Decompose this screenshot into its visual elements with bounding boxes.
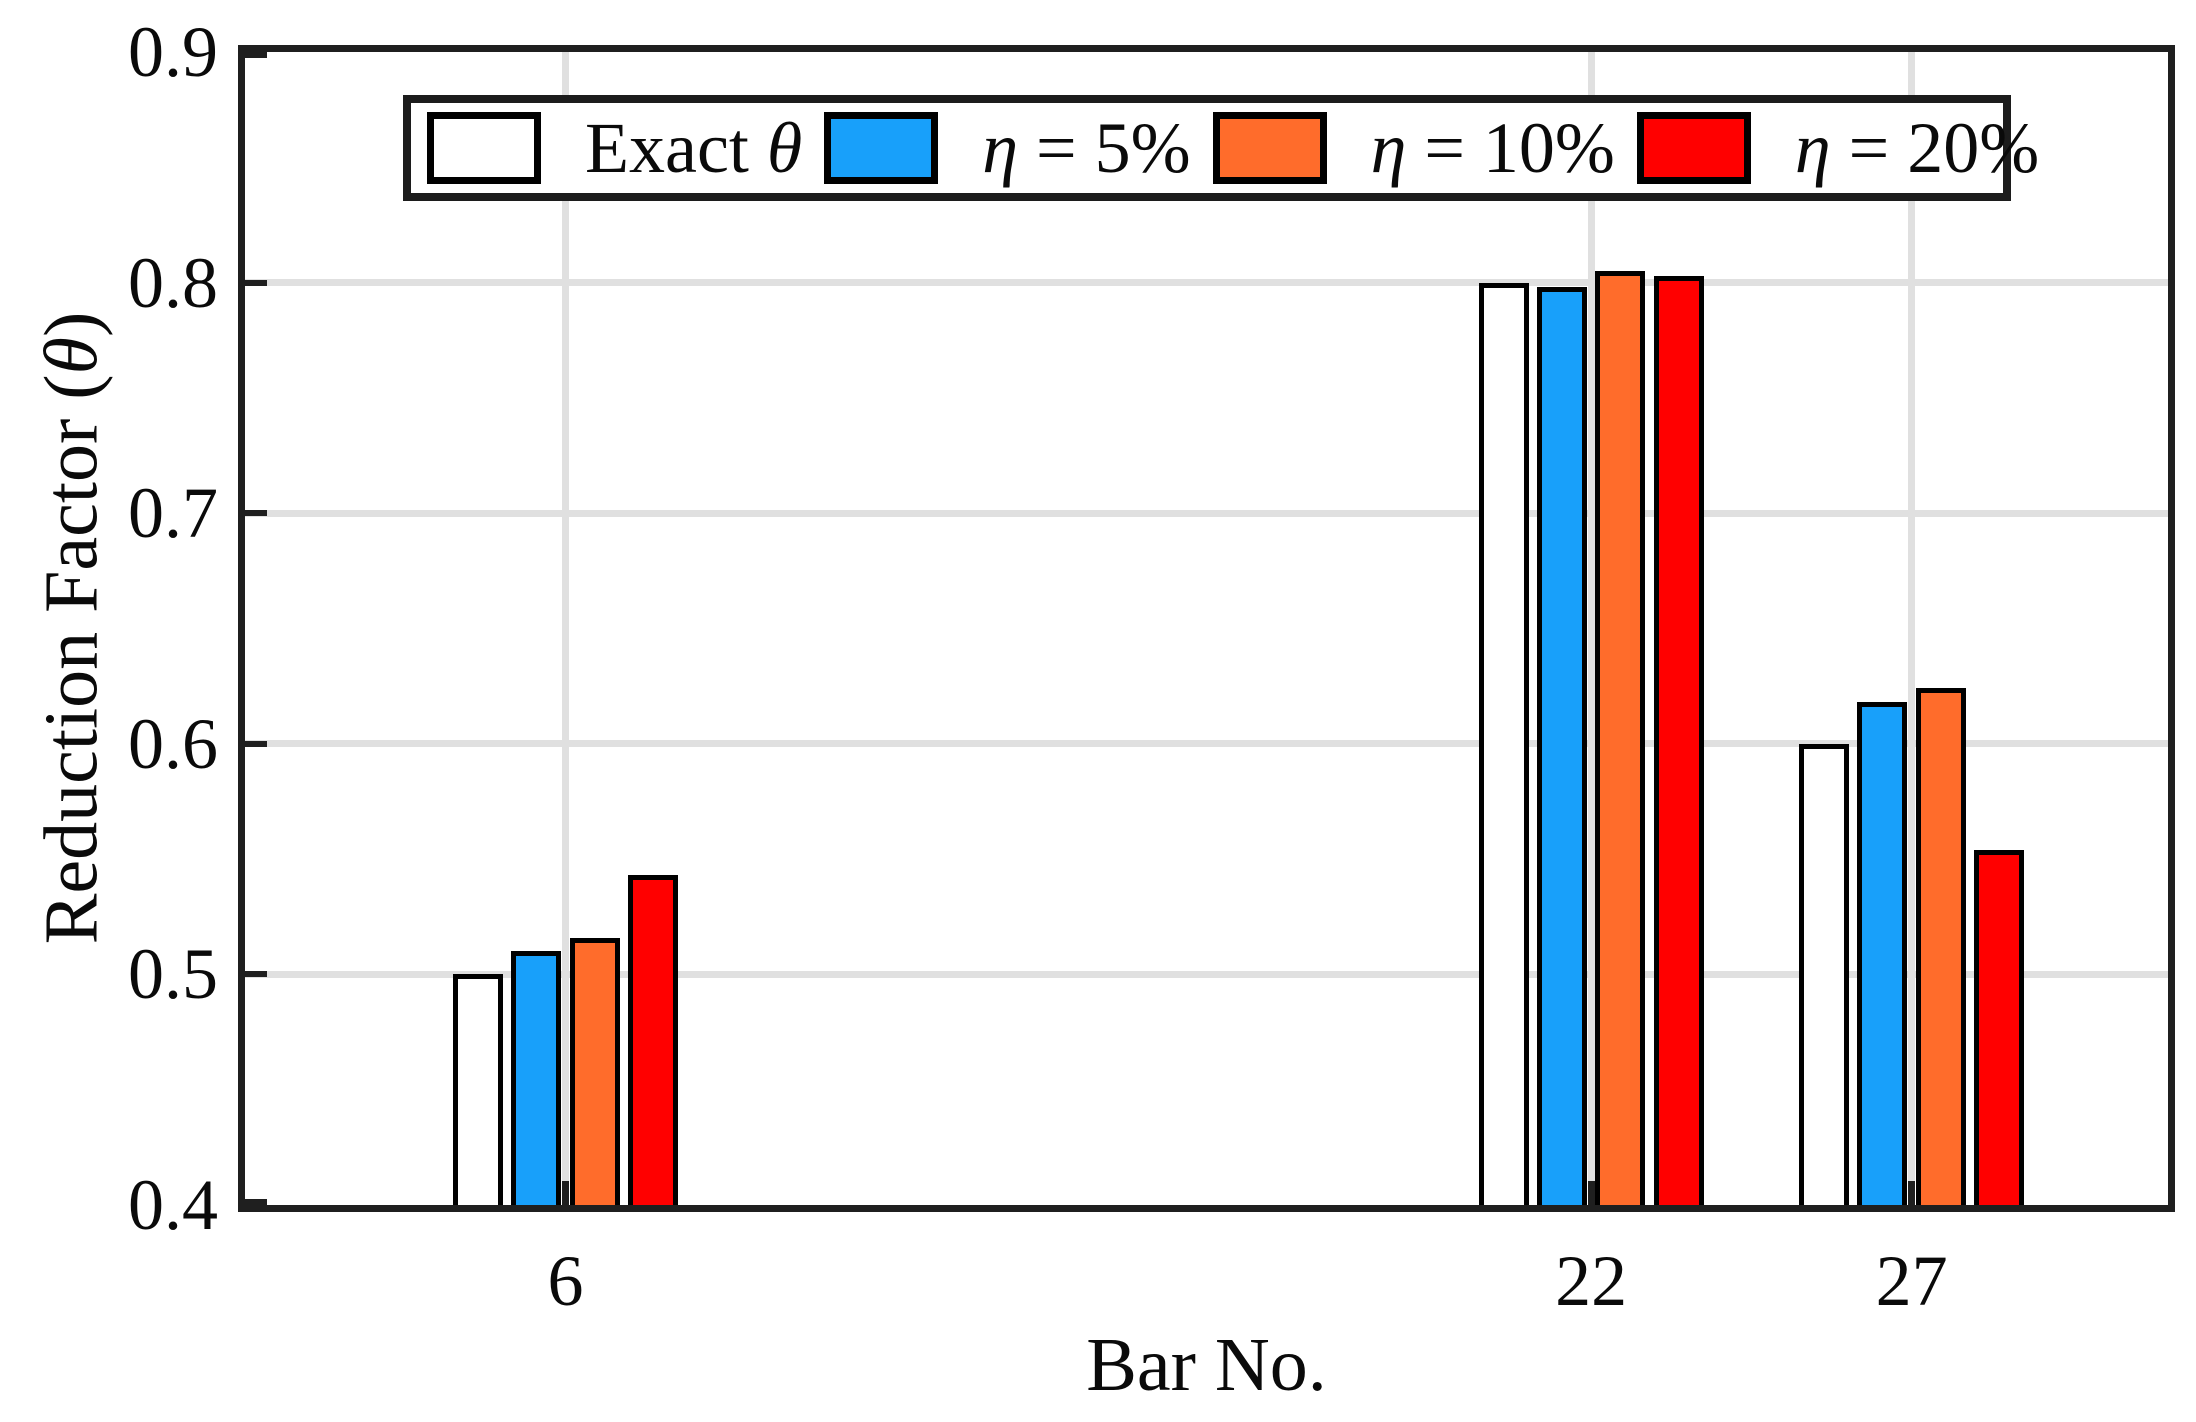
bar (453, 974, 503, 1205)
y-tick-mark (245, 510, 267, 517)
gridline-vertical (1587, 52, 1595, 1205)
bar (1857, 702, 1908, 1205)
legend-label-symbol: η (1370, 108, 1407, 188)
legend-label-symbol: η (982, 108, 1018, 188)
bar (1653, 275, 1704, 1205)
legend-item: Exact θ (427, 106, 802, 190)
bar (1536, 287, 1587, 1205)
bar (1974, 849, 2025, 1205)
bar (628, 875, 678, 1205)
bar (511, 951, 562, 1205)
y-tick-label: 0.4 (128, 1165, 218, 1245)
y-tick-mark (245, 971, 267, 978)
bar (569, 937, 620, 1205)
bar (1478, 282, 1529, 1205)
plot-area (238, 45, 2175, 1212)
legend-label-text: = 20% (1830, 108, 2040, 188)
legend-swatch (1212, 112, 1327, 184)
legend-item: η = 20% (1636, 106, 2039, 190)
legend-label-symbol: θ (766, 108, 803, 188)
legend-swatch (427, 112, 541, 184)
y-tick-label: 0.5 (128, 934, 218, 1015)
gridline-horizontal (245, 509, 2168, 517)
gridline-vertical (1908, 52, 1916, 1205)
x-tick-label: 22 (1555, 1241, 1628, 1321)
x-tick-label: 27 (1875, 1241, 1948, 1321)
legend-label-symbol: η (1794, 108, 1831, 188)
legend-item: η = 5% (824, 106, 1191, 190)
y-tick-label: 0.6 (128, 703, 218, 784)
y-axis-label-symbol: θ (29, 337, 114, 375)
y-tick-mark (245, 279, 267, 286)
legend-label: η = 10% (1371, 106, 1615, 190)
gridline-horizontal (245, 740, 2168, 748)
y-tick-label: 0.7 (128, 473, 218, 554)
gridline-horizontal (245, 279, 2168, 287)
legend-label: Exact θ (585, 106, 802, 190)
x-tick-mark (1587, 1181, 1595, 1205)
x-tick-label: 6 (547, 1241, 584, 1321)
legend-label: η = 5% (982, 106, 1190, 190)
legend-swatch (824, 112, 939, 184)
x-tick-mark (562, 1181, 569, 1205)
legend-label-text: = 5% (1018, 108, 1191, 188)
gridline-vertical (562, 52, 569, 1205)
y-tick-label: 0.9 (128, 12, 218, 92)
legend-swatch (1636, 112, 1751, 184)
y-axis-label: Reduction Factor (θ) (29, 312, 116, 945)
legend-item: η = 10% (1212, 106, 1615, 190)
bar (1915, 688, 1966, 1205)
gridline-horizontal (245, 970, 2168, 978)
legend-label-text: = 10% (1406, 108, 1615, 188)
x-axis-label: Bar No. (1086, 1323, 1327, 1407)
bar (1595, 271, 1646, 1205)
legend-label: η = 20% (1795, 106, 2039, 190)
y-tick-mark (245, 1199, 267, 1205)
y-tick-label: 0.8 (128, 242, 218, 323)
bar (1799, 743, 1850, 1205)
x-tick-mark (1908, 1181, 1916, 1205)
legend-label-text: Exact (585, 108, 767, 188)
y-axis-label-text: Reduction Factor ( (29, 374, 114, 945)
y-tick-mark (245, 52, 267, 58)
y-tick-mark (245, 740, 267, 747)
